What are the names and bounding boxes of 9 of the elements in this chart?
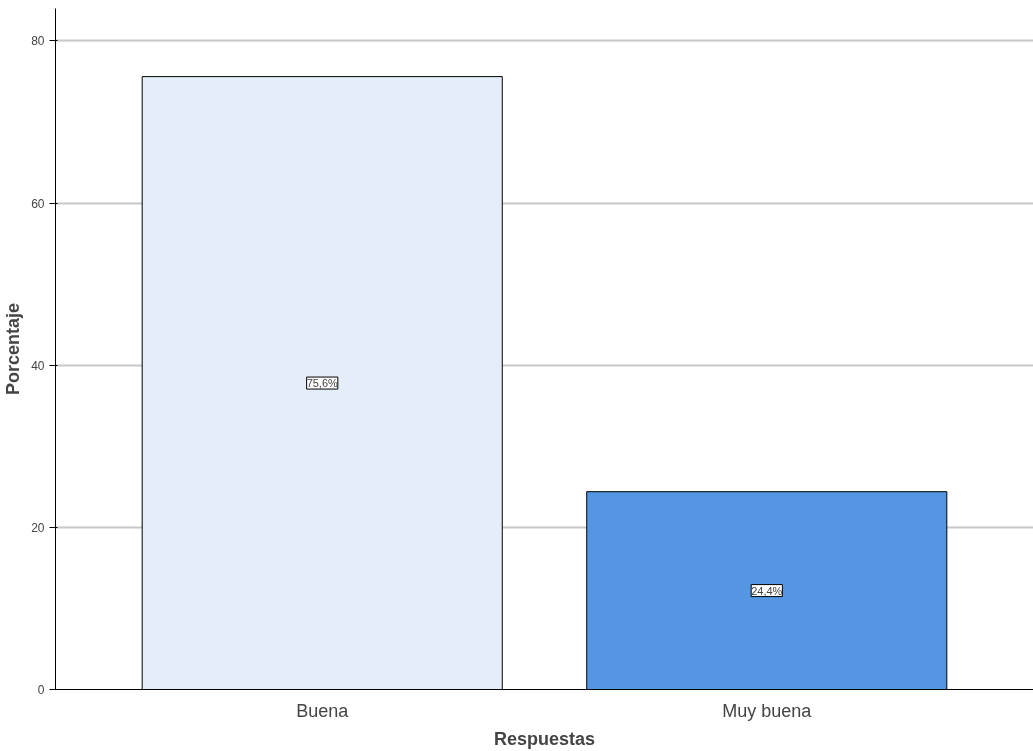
y-tick-label: 60	[31, 196, 45, 211]
y-axis-title: Porcentaje	[3, 302, 24, 396]
x-tick-label: Buena	[296, 700, 350, 721]
y-tick-label: 80	[31, 34, 45, 49]
y-tick-label: 0	[37, 683, 45, 697]
y-tick-label: 40	[31, 358, 45, 373]
x-tick-label: Muy buena	[722, 700, 813, 721]
x-axis-title: Respuestas	[493, 728, 596, 749]
y-tick-label: 20	[31, 520, 45, 535]
